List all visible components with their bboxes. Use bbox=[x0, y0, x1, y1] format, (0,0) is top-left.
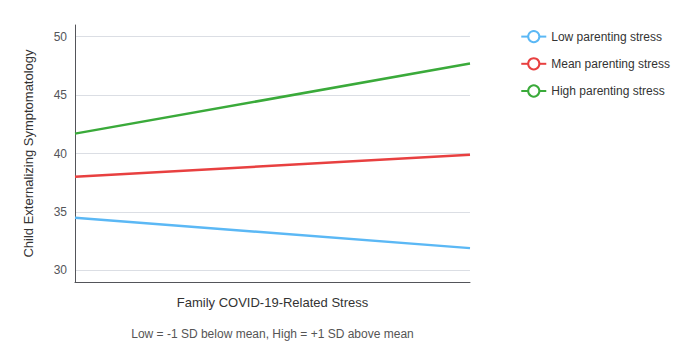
svg-text:Low parenting stress: Low parenting stress bbox=[551, 30, 662, 44]
svg-text:50: 50 bbox=[54, 30, 68, 44]
svg-text:40: 40 bbox=[54, 147, 68, 161]
svg-text:35: 35 bbox=[54, 205, 68, 219]
svg-text:Low = -1 SD below mean, High =: Low = -1 SD below mean, High = +1 SD abo… bbox=[131, 327, 414, 341]
svg-text:Child Externalizing Symptomato: Child Externalizing Symptomatology bbox=[21, 49, 36, 258]
svg-text:Family COVID-19-Related Stress: Family COVID-19-Related Stress bbox=[177, 295, 369, 310]
svg-text:High parenting stress: High parenting stress bbox=[551, 84, 664, 98]
svg-text:45: 45 bbox=[54, 88, 68, 102]
svg-text:Mean parenting stress: Mean parenting stress bbox=[551, 57, 670, 71]
svg-text:30: 30 bbox=[54, 263, 68, 277]
